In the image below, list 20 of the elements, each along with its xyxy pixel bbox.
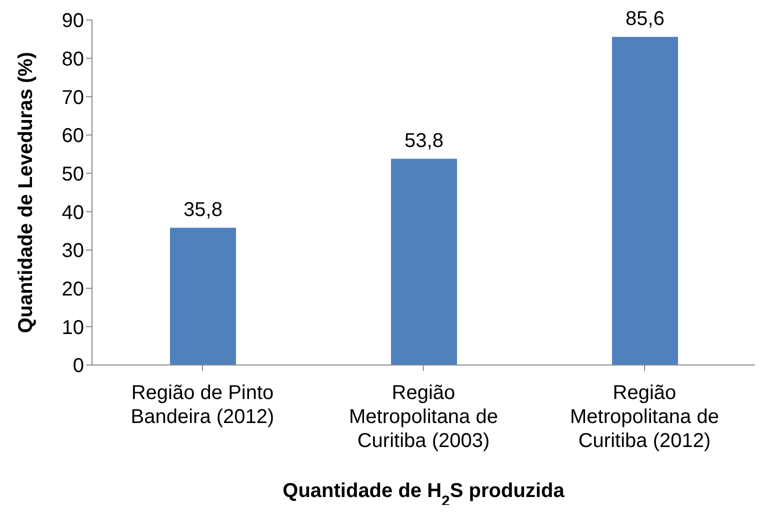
y-tick-label: 80 (62, 48, 84, 70)
bar (170, 228, 236, 365)
data-label: 53,8 (404, 130, 444, 152)
y-tick-label: 20 (62, 278, 84, 300)
x-tick-label: Região de Pinto Bandeira (2012) (130, 382, 274, 428)
y-tick-label: 10 (62, 316, 84, 339)
y-tick-label: 60 (62, 125, 84, 148)
bar (612, 36, 678, 365)
data-label: 35,8 (184, 198, 222, 221)
y-tick-label: 40 (62, 202, 84, 224)
x-tick-label: Região Metropolitana de Curitiba (2012) (570, 382, 719, 452)
y-tick-label: 90 (62, 10, 84, 32)
y-tick-label: 70 (62, 86, 84, 109)
y-tick-label: 0 (72, 355, 84, 378)
y-axis-title: Quantidade de Leveduras (%) (15, 52, 37, 334)
bar (391, 158, 457, 365)
data-label: 85,6 (626, 8, 664, 30)
y-tick-label: 30 (62, 240, 84, 262)
y-tick-label: 50 (62, 163, 84, 186)
x-tick-label: Região Metropolitana de Curitiba (2003) (349, 382, 498, 452)
